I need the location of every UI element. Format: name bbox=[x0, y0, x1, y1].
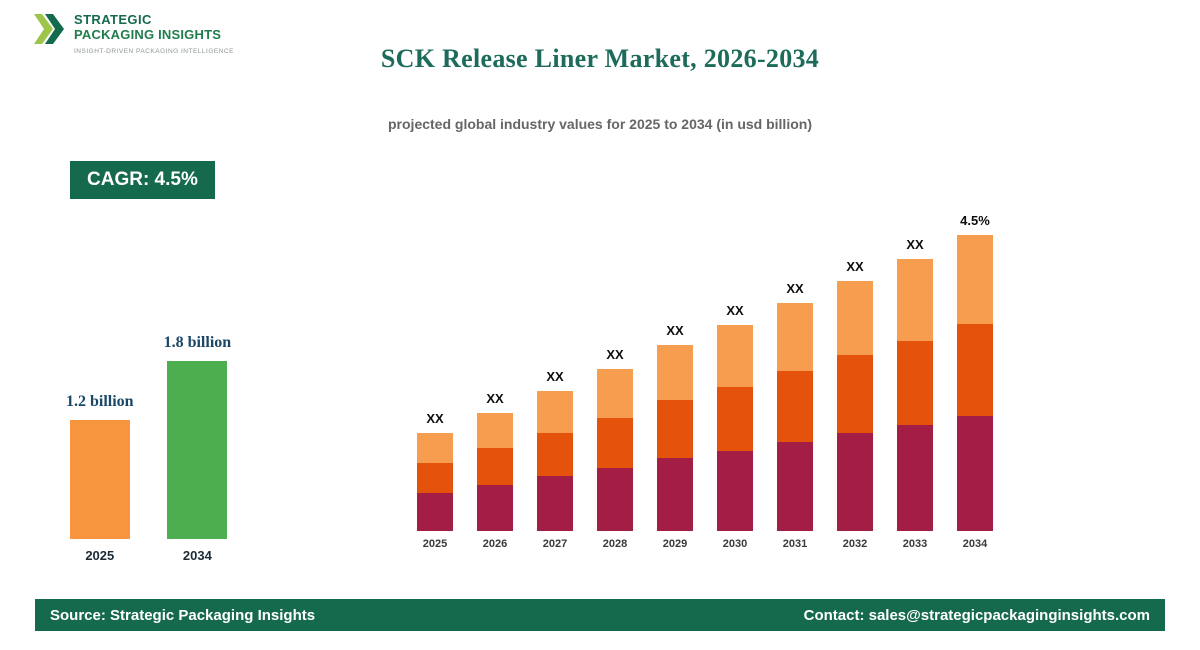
bottom-segment bbox=[837, 433, 873, 531]
bar-year-label: 2032 bbox=[842, 538, 868, 550]
bar-stack bbox=[777, 303, 813, 531]
top-segment bbox=[417, 433, 453, 463]
bar-column: XX 2032 bbox=[837, 259, 873, 550]
bar-value-label: XX bbox=[846, 259, 864, 274]
top-segment bbox=[777, 303, 813, 371]
bottom-segment bbox=[477, 485, 513, 531]
bar-stack bbox=[537, 391, 573, 531]
bar-value-label: XX bbox=[726, 303, 744, 318]
bar-year-label: 2030 bbox=[722, 538, 748, 550]
bar-value-label: XX bbox=[546, 369, 564, 384]
bar-year-label: 2027 bbox=[542, 538, 568, 550]
bottom-segment bbox=[657, 458, 693, 531]
bar-stack bbox=[477, 413, 513, 531]
bottom-segment bbox=[777, 442, 813, 531]
bar-column: XX 2031 bbox=[777, 281, 813, 550]
footer-contact: Contact: sales@strategicpackaginginsight… bbox=[803, 606, 1150, 624]
bar-column: XX 2025 bbox=[417, 411, 453, 550]
logo-line1: STRATEGIC bbox=[74, 12, 152, 27]
top-segment bbox=[597, 369, 633, 418]
mini-bar bbox=[167, 361, 228, 539]
top-segment bbox=[897, 259, 933, 341]
cagr-badge: CAGR: 4.5% bbox=[70, 161, 215, 199]
top-segment bbox=[477, 413, 513, 448]
middle-segment bbox=[837, 355, 873, 433]
top-segment bbox=[837, 281, 873, 355]
top-segment bbox=[717, 325, 753, 387]
bar-stack bbox=[897, 259, 933, 531]
bottom-segment bbox=[537, 476, 573, 531]
bar-column: XX 2026 bbox=[477, 391, 513, 550]
top-segment bbox=[537, 391, 573, 433]
bar-year-label: 2025 bbox=[422, 538, 448, 550]
footer-source: Source: Strategic Packaging Insights bbox=[50, 606, 316, 624]
bar-year-label: 2034 bbox=[962, 538, 988, 550]
bar-year-label: 2028 bbox=[602, 538, 628, 550]
mini-bar-group: 1.8 billion 2034 bbox=[164, 334, 232, 563]
bar-value-label: XX bbox=[606, 347, 624, 362]
mini-bar-year-label: 2025 bbox=[85, 548, 115, 563]
bar-stack bbox=[597, 369, 633, 531]
bar-year-label: 2029 bbox=[662, 538, 688, 550]
bar-stack bbox=[837, 281, 873, 531]
bar-stack bbox=[657, 345, 693, 531]
bar-column: 4.5% 2034 bbox=[957, 213, 993, 550]
mini-bar-value-label: 1.2 billion bbox=[66, 393, 134, 410]
middle-segment bbox=[597, 418, 633, 468]
page-title: SCK Release Liner Market, 2026-2034 bbox=[380, 44, 820, 73]
logo: STRATEGIC PACKAGING INSIGHTS INSIGHT-DRI… bbox=[33, 12, 234, 55]
bar-value-label: 4.5% bbox=[960, 213, 990, 228]
middle-segment bbox=[657, 400, 693, 458]
middle-segment bbox=[417, 463, 453, 493]
mini-bar bbox=[69, 420, 130, 539]
mini-bar-chart: 1.2 billion 2025 1.8 billion 2034 bbox=[66, 334, 231, 563]
bar-value-label: XX bbox=[666, 323, 684, 338]
mini-bar-year-label: 2034 bbox=[182, 548, 212, 563]
middle-segment bbox=[897, 341, 933, 425]
bar-value-label: XX bbox=[426, 411, 444, 426]
mini-bar-value-label: 1.8 billion bbox=[163, 334, 232, 351]
mini-bar-group: 1.2 billion 2025 bbox=[66, 393, 134, 563]
bottom-segment bbox=[717, 451, 753, 531]
logo-tagline: INSIGHT-DRIVEN PACKAGING INTELLIGENCE bbox=[74, 47, 234, 55]
top-segment bbox=[657, 345, 693, 400]
bottom-segment bbox=[417, 493, 453, 531]
bar-column: XX 2027 bbox=[537, 369, 573, 550]
page-subtitle: projected global industry values for 202… bbox=[388, 116, 812, 132]
stacked-bar-chart: XX 2025 XX 2026 XX 2027 XX 2028 XX 2029 XX 2030 XX 20… bbox=[417, 213, 993, 550]
middle-segment bbox=[777, 371, 813, 442]
bar-value-label: XX bbox=[786, 281, 804, 296]
bar-stack bbox=[417, 433, 453, 531]
bar-year-label: 2026 bbox=[482, 538, 508, 550]
footer: Source: Strategic Packaging Insights Con… bbox=[35, 599, 1165, 631]
logo-line2: PACKAGING INSIGHTS bbox=[74, 26, 222, 42]
middle-segment bbox=[957, 324, 993, 416]
bar-column: XX 2033 bbox=[897, 237, 933, 550]
bottom-segment bbox=[957, 416, 993, 531]
bar-value-label: XX bbox=[906, 237, 924, 252]
middle-segment bbox=[717, 387, 753, 451]
middle-segment bbox=[477, 448, 513, 485]
bottom-segment bbox=[897, 425, 933, 531]
bar-column: XX 2029 bbox=[657, 323, 693, 550]
top-segment bbox=[957, 235, 993, 324]
bottom-segment bbox=[597, 468, 633, 531]
bar-stack bbox=[717, 325, 753, 531]
bar-value-label: XX bbox=[486, 391, 504, 406]
bar-column: XX 2030 bbox=[717, 303, 753, 550]
bar-column: XX 2028 bbox=[597, 347, 633, 550]
bar-year-label: 2031 bbox=[782, 538, 808, 550]
bar-year-label: 2033 bbox=[902, 538, 928, 550]
logo-chevrons-icon bbox=[34, 14, 64, 44]
bar-stack bbox=[957, 235, 993, 531]
logo-text: STRATEGIC PACKAGING INSIGHTS INSIGHT-DRI… bbox=[74, 12, 234, 55]
middle-segment bbox=[537, 433, 573, 476]
